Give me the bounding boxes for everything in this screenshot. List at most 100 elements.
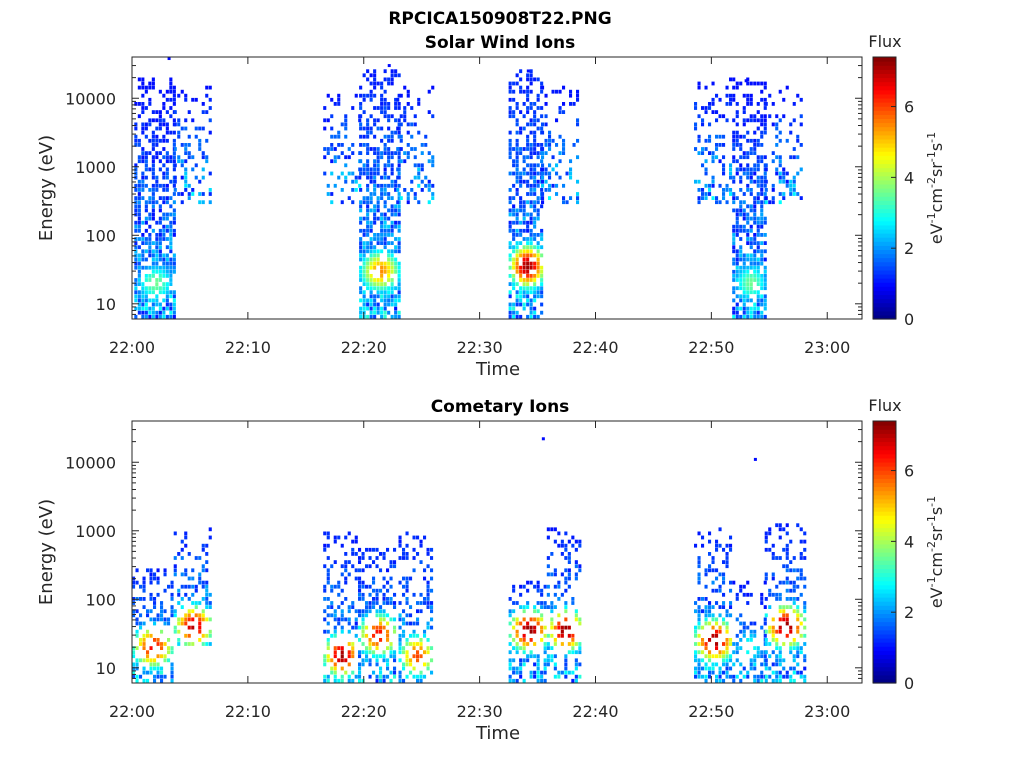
heatmap-cell xyxy=(375,556,379,560)
heatmap-cell xyxy=(160,609,164,614)
heatmap-cell xyxy=(578,621,582,626)
heatmap-cell xyxy=(540,588,544,593)
heatmap-cell xyxy=(373,265,377,270)
heatmap-cell xyxy=(187,584,191,589)
heatmap-cell xyxy=(333,678,337,683)
heatmap-cell xyxy=(704,147,708,151)
heatmap-cell xyxy=(760,257,764,262)
heatmap-cell xyxy=(574,642,578,646)
heatmap-cell xyxy=(155,233,159,237)
heatmap-cell xyxy=(359,114,363,119)
heatmap-cell xyxy=(144,216,148,221)
colorbar-segment xyxy=(873,637,896,643)
heatmap-cell xyxy=(560,543,564,548)
heatmap-cell xyxy=(533,286,537,291)
heatmap-cell xyxy=(386,646,390,650)
heatmap-cell xyxy=(366,269,370,274)
heatmap-cell xyxy=(149,666,153,671)
heatmap-cell xyxy=(775,658,779,663)
heatmap-cell xyxy=(708,183,712,188)
heatmap-cell xyxy=(402,650,406,655)
heatmap-cell xyxy=(426,592,430,597)
heatmap-cell xyxy=(746,93,750,98)
heatmap-cell xyxy=(366,228,370,233)
heatmap-cell xyxy=(394,294,398,299)
heatmap-cell xyxy=(390,265,394,270)
heatmap-cell xyxy=(533,233,537,237)
heatmap-cell xyxy=(358,678,362,683)
heatmap-cell xyxy=(383,261,387,266)
heatmap-cell xyxy=(756,102,760,106)
heatmap-cell xyxy=(430,547,434,552)
burst-6 xyxy=(546,527,582,683)
heatmap-cell xyxy=(162,188,166,192)
heatmap-cell xyxy=(406,93,410,98)
heatmap-cell xyxy=(169,306,173,311)
heatmap-cell xyxy=(782,642,786,646)
heatmap-cell xyxy=(519,208,523,213)
heatmap-cell xyxy=(351,200,355,205)
heatmap-cell xyxy=(393,670,397,675)
heatmap-cell xyxy=(151,143,155,147)
heatmap-cell xyxy=(361,592,365,597)
heatmap-cell xyxy=(369,274,373,278)
heatmap-cell xyxy=(756,81,760,86)
heatmap-cell xyxy=(427,159,431,164)
heatmap-cell xyxy=(208,527,212,532)
heatmap-cell xyxy=(725,638,729,642)
colorbar-segment xyxy=(873,461,896,467)
heatmap-cell xyxy=(553,662,557,667)
heatmap-cell xyxy=(522,678,526,683)
heatmap-cell xyxy=(146,678,150,683)
heatmap-cell xyxy=(515,106,519,110)
heatmap-cell xyxy=(742,167,746,172)
heatmap-cell xyxy=(571,670,575,675)
heatmap-cell xyxy=(771,572,775,577)
heatmap-cell xyxy=(169,310,173,315)
heatmap-cell xyxy=(533,183,537,188)
heatmap-cell xyxy=(526,257,530,262)
heatmap-cell xyxy=(578,564,582,569)
heatmap-cell xyxy=(399,93,403,98)
heatmap-cell xyxy=(526,261,530,266)
heatmap-cell xyxy=(205,605,209,609)
heatmap-cell xyxy=(389,617,393,622)
heatmap-cell xyxy=(403,188,407,192)
burst-7 xyxy=(694,527,733,683)
heatmap-cell xyxy=(739,163,743,168)
heatmap-cell xyxy=(172,261,176,266)
heatmap-cell xyxy=(155,294,159,299)
heatmap-cell xyxy=(198,143,202,147)
heatmap-cell xyxy=(764,572,768,577)
heatmap-cell xyxy=(785,531,789,536)
heatmap-cell xyxy=(369,147,373,151)
heatmap-cell xyxy=(789,650,793,655)
heatmap-cell xyxy=(569,89,573,94)
heatmap-cell xyxy=(749,261,753,266)
heatmap-cell xyxy=(393,650,397,655)
heatmap-cell xyxy=(775,638,779,642)
heatmap-cell xyxy=(158,237,162,241)
heatmap-cell xyxy=(144,167,148,172)
heatmap-cell xyxy=(792,588,796,593)
heatmap-cell xyxy=(768,547,772,552)
heatmap-cell xyxy=(134,163,138,168)
heatmap-cell xyxy=(162,155,166,160)
x-tick-label: 22:20 xyxy=(341,702,387,721)
heatmap-cell xyxy=(169,224,173,229)
heatmap-cell xyxy=(358,556,362,560)
heatmap-cell xyxy=(768,629,772,634)
heatmap-cell xyxy=(571,543,575,548)
heatmap-cell xyxy=(512,208,516,213)
heatmap-cell xyxy=(735,138,739,143)
heatmap-cell xyxy=(533,171,537,176)
heatmap-cell xyxy=(778,625,782,630)
heatmap-cell xyxy=(526,138,530,143)
heatmap-cell xyxy=(522,179,526,184)
colorbar-segment xyxy=(873,175,896,181)
colorbar-segment xyxy=(873,89,896,95)
heatmap-cell xyxy=(746,183,750,188)
heatmap-cell xyxy=(151,81,155,86)
heatmap-cell xyxy=(760,188,764,192)
heatmap-cell xyxy=(337,580,341,585)
